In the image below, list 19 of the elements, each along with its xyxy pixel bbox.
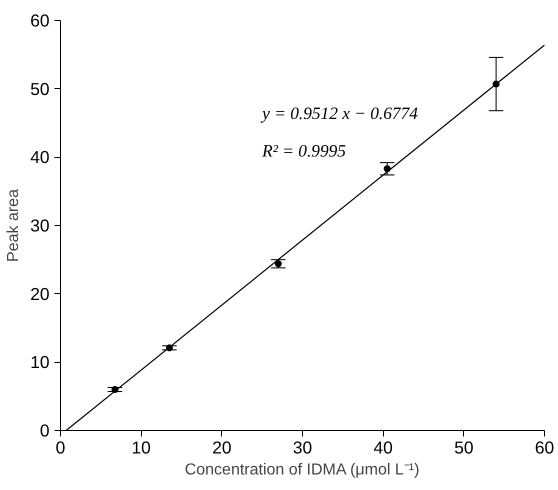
x-axis-title: Concentration of IDMA (μmol L⁻¹)	[184, 462, 420, 478]
x-tick-label: 50	[454, 438, 474, 458]
y-tick-label: 20	[30, 284, 50, 304]
y-tick-label: 10	[30, 352, 50, 372]
x-tick-label: 0	[56, 438, 66, 458]
y-tick-label: 50	[30, 78, 50, 99]
x-tick-label: 40	[374, 438, 393, 458]
x-tick-label: 20	[212, 438, 232, 458]
annotation: R² = 0.9995	[261, 142, 346, 161]
y-axis-title: Peak area	[5, 188, 22, 262]
x-tick-label: 60	[534, 438, 554, 458]
y-tick-label: 60	[30, 10, 50, 30]
point	[274, 260, 282, 268]
x-tick-label: 30	[292, 438, 312, 458]
annotation: y = 0.9512 x − 0.6774	[260, 104, 418, 123]
y-tick-label: 30	[30, 216, 50, 236]
y-tick-label: 0	[40, 420, 50, 440]
y-tick-label: 40	[30, 147, 50, 168]
x-tick-label: 10	[132, 438, 151, 458]
